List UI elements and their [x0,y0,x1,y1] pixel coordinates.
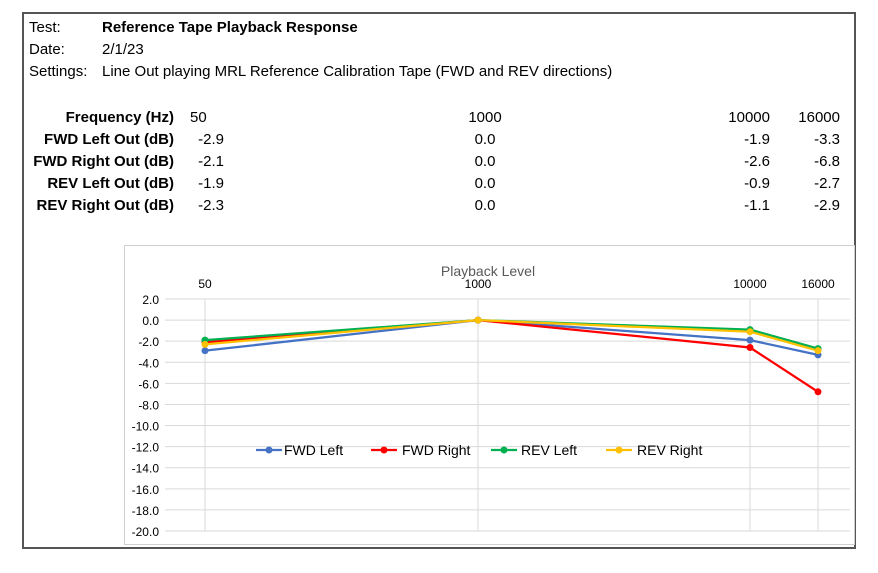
row-label-fwd-right: FWD Right Out (dB) [33,153,174,170]
chart-area: Playback Level 2.0 0.0 -2.0 -4.0 -6.0 -8.0 -10… [124,245,855,545]
cell-freq-10000: 10000 [728,109,770,126]
chart-legend: FWD Left FWD Right REV Left REV Right [256,442,702,458]
date-label: Date: [29,41,65,58]
test-label: Test: [29,19,61,36]
y-tick-label: -10.0 [132,420,160,434]
y-tick-label: 2.0 [142,293,159,307]
cell-fwd-left-50: -2.9 [198,131,224,148]
x-axis-ticks: 50 1000 10000 16000 [198,277,835,291]
data-point-fwd-right [746,344,754,352]
legend-label: FWD Right [402,442,471,458]
y-tick-label: -20.0 [132,525,160,539]
legend-swatch-marker [265,446,273,454]
cell-fwd-right-10000: -2.6 [744,153,770,170]
y-tick-label: 0.0 [142,314,159,328]
y-tick-label: -16.0 [132,483,160,497]
chart-title: Playback Level [441,263,535,279]
series-line-fwd-left [204,318,819,356]
cell-freq-50: 50 [190,109,207,126]
y-tick-label: -14.0 [132,462,160,476]
legend-item: FWD Right [371,442,471,458]
data-point-rev-right [746,328,754,336]
series-line-rev-right [204,318,819,352]
settings-label: Settings: [29,63,88,80]
row-label-rev-right: REV Right Out (dB) [36,197,174,214]
legend-label: REV Right [637,442,702,458]
y-tick-label: -18.0 [132,504,160,518]
x-tick-label: 1000 [465,277,492,291]
cell-rev-left-16000: -2.7 [814,175,840,192]
cell-rev-right-10000: -1.1 [744,197,770,214]
line-chart: Playback Level 2.0 0.0 -2.0 -4.0 -6.0 -8.0 -10… [132,263,850,539]
legend-label: REV Left [521,442,577,458]
settings-value: Line Out playing MRL Reference Calibrati… [102,63,613,80]
row-label-rev-left: REV Left Out (dB) [47,175,174,192]
y-axis-ticks: 2.0 0.0 -2.0 -4.0 -6.0 -8.0 -10.0 -12.0 -14.0 -16… [132,293,160,539]
data-point-rev-right [814,347,822,355]
cell-freq-16000: 16000 [798,109,840,126]
x-tick-label: 50 [198,277,212,291]
data-point-rev-right [474,316,482,324]
cell-rev-left-10000: -0.9 [744,175,770,192]
cell-fwd-left-10000: -1.9 [744,131,770,148]
legend-item: FWD Left [256,442,343,458]
legend-swatch-marker [380,446,388,454]
cell-rev-left-50: -1.9 [198,175,224,192]
y-tick-label: -4.0 [138,356,159,370]
test-title: Reference Tape Playback Response [102,19,358,36]
x-tick-label: 16000 [801,277,835,291]
data-point-rev-right [201,340,209,348]
row-label-frequency: Frequency (Hz) [65,109,174,126]
legend-swatch-marker [500,446,508,454]
legend-item: REV Left [491,442,577,458]
cell-fwd-right-16000: -6.8 [814,153,840,170]
cell-rev-right-16000: -2.9 [814,197,840,214]
y-tick-label: -2.0 [138,335,159,349]
cell-rev-right-50: -2.3 [198,197,224,214]
y-tick-label: -12.0 [132,441,160,455]
cell-fwd-right-50: -2.1 [198,153,224,170]
x-tick-label: 10000 [733,277,767,291]
y-tick-label: -8.0 [138,398,159,412]
cell-freq-1000: 1000 [468,109,502,126]
legend-item: REV Right [606,442,702,458]
row-label-fwd-left: FWD Left Out (dB) [44,131,174,148]
series-lines [201,316,822,396]
cell-rev-left-1000: 0.0 [474,175,496,192]
legend-label: FWD Left [284,442,343,458]
cell-fwd-right-1000: 0.0 [474,153,496,170]
legend-swatch-marker [615,446,623,454]
cell-rev-right-1000: 0.0 [474,197,496,214]
y-tick-label: -6.0 [138,377,159,391]
data-point-fwd-left [746,336,754,344]
report-frame [22,12,856,549]
cell-fwd-left-16000: -3.3 [814,131,840,148]
data-point-fwd-left [201,347,209,355]
date-value: 2/1/23 [102,41,144,58]
cell-fwd-left-1000: 0.0 [474,131,496,148]
data-point-fwd-right [814,388,822,396]
grid-lines [165,298,850,532]
